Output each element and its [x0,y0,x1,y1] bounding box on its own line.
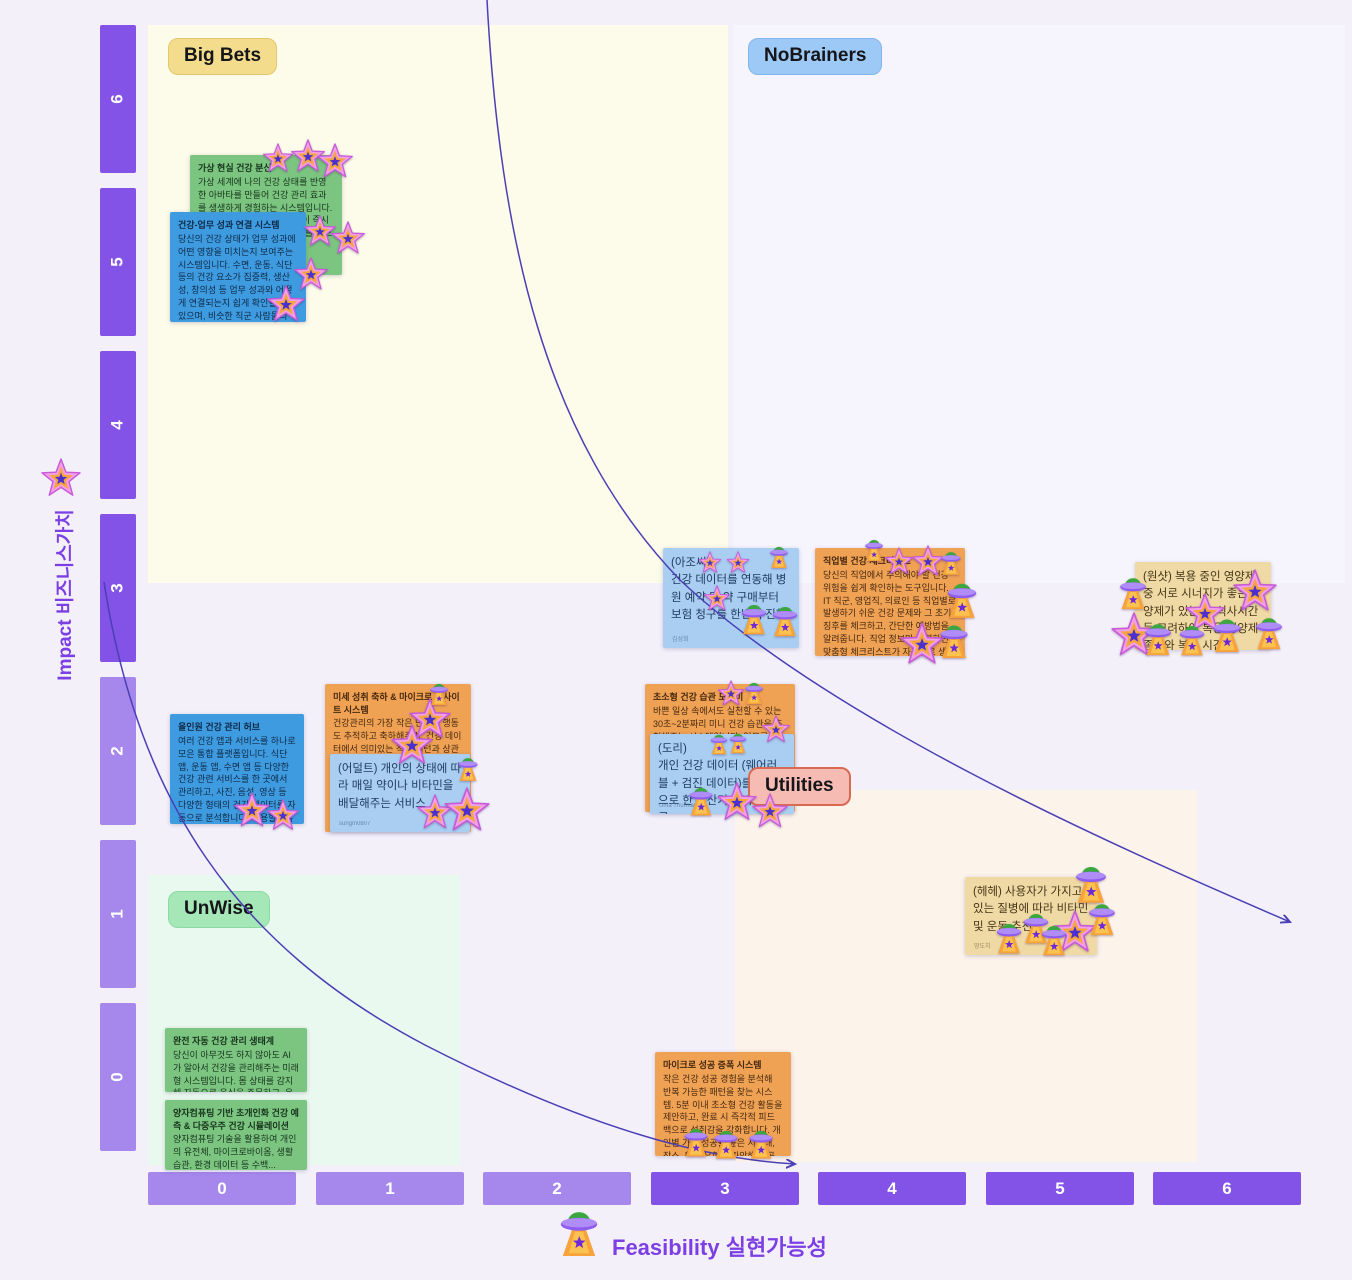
ufo-sticker-icon[interactable] [684,784,718,818]
star-sticker-icon[interactable] [761,715,791,745]
quadrant-label-unwise[interactable]: UnWise [168,891,270,928]
star-sticker-icon[interactable] [751,793,789,831]
ufo-sticker-icon[interactable] [767,603,803,639]
x-axis-tick-1[interactable]: 1 [316,1172,464,1205]
x-tick-label: 3 [720,1178,730,1198]
ufo-sticker-icon[interactable] [766,544,792,570]
ufo-sticker-icon[interactable] [1083,900,1121,938]
ufo-sticker-icon[interactable] [991,920,1027,956]
y-axis-tick-1[interactable]: 1 [100,840,136,988]
quadrant-region-nobrainers [733,25,1345,583]
y-axis-tick-0[interactable]: 0 [100,1003,136,1151]
note-author: sungm0807 [339,821,371,827]
note-title: 양자컴퓨팅 기반 초개인화 건강 예측 & 다중우주 건강 시뮬레이션 [173,1108,299,1131]
note-title: 건강-업무 성과 연결 시스템 [178,220,280,230]
ufo-sticker-icon[interactable] [426,681,452,707]
ufo-sticker-icon[interactable] [1250,614,1288,652]
ufo-sticker-icon[interactable] [1114,574,1152,612]
x-axis-legend: Feasibility 실현가능성 [612,1235,827,1260]
note-author: 땅도치 [974,944,991,950]
star-sticker-icon[interactable] [443,787,491,835]
ufo-sticker-icon[interactable] [726,731,750,755]
x-axis-tick-5[interactable]: 5 [986,1172,1134,1205]
y-axis-legend: Impact 비즈니스가치 [55,509,76,681]
ufo-sticker-icon[interactable] [454,755,482,783]
star-sticker-icon[interactable] [266,285,306,325]
ufo-sticker-icon[interactable] [1036,922,1072,958]
ufo-sticker-icon[interactable] [937,549,965,577]
x-tick-label: 1 [385,1178,395,1198]
ufo-sticker-icon[interactable] [1174,622,1210,658]
y-tick-label: 6 [108,94,127,104]
y-axis-tick-2[interactable]: 2 [100,677,136,825]
y-axis-tick-6[interactable]: 6 [100,25,136,173]
star-sticker-icon[interactable] [390,724,434,768]
ufo-sticker-icon[interactable] [709,1127,743,1161]
x-tick-label: 4 [887,1178,897,1198]
star-sticker-icon[interactable] [726,551,750,575]
y-axis-tick-5[interactable]: 5 [100,188,136,336]
x-tick-label: 6 [1222,1178,1232,1198]
star-sticker-icon[interactable] [884,547,914,577]
note-body: 당신의 건강 상태가 업무 성과에 어떤 영향을 미치는지 보여주는 시스템입니… [178,233,296,322]
star-sticker-icon[interactable] [703,585,731,613]
ufo-sticker-icon[interactable] [1139,620,1177,658]
star-sticker-icon[interactable] [266,799,300,833]
y-tick-label: 5 [108,257,127,267]
note-author: 김성희 [672,637,689,643]
y-tick-label: 4 [108,420,127,430]
x-tick-label: 5 [1055,1178,1065,1198]
x-tick-label: 2 [552,1178,562,1198]
ufo-sticker-icon[interactable] [861,537,887,563]
note-title: 완전 자동 건강 관리 생태계 [173,1036,275,1046]
x-axis-tick-6[interactable]: 6 [1153,1172,1301,1205]
note-title: 가상 현실 건강 분신 [198,163,272,173]
quadrant-region-utilities [735,790,1197,1162]
ufo-sticker-icon[interactable] [741,680,767,706]
y-tick-label: 1 [108,909,127,919]
x-tick-label: 0 [217,1178,227,1198]
y-tick-label: 2 [108,746,127,756]
ufo-sticker-icon[interactable] [1207,615,1247,655]
feasibility-ufo-icon [552,1206,606,1260]
note-title: 마이크로 성공 증폭 시스템 [663,1060,762,1070]
note-body: 당신이 아무것도 하지 않아도 AI가 알아서 건강을 관리해주는 미래형 시스… [173,1049,299,1092]
quadrant-label-nobrainers[interactable]: NoBrainers [748,38,883,75]
star-sticker-icon[interactable] [316,143,354,181]
star-sticker-icon[interactable] [330,221,366,257]
y-axis-tick-3[interactable]: 3 [100,514,136,662]
note-body: 양자컴퓨팅 기술을 활용하여 개인의 유전체, 마이크로바이옴, 생활습관, 환… [173,1134,297,1170]
star-sticker-icon[interactable] [1232,569,1278,615]
star-sticker-icon[interactable] [698,551,722,575]
impact-star-icon [40,458,82,500]
y-tick-label: 3 [108,583,127,593]
ufo-sticker-icon[interactable] [744,1127,778,1161]
ufo-sticker-icon[interactable] [941,579,983,621]
ufo-sticker-icon[interactable] [679,1125,713,1159]
x-axis-tick-2[interactable]: 2 [483,1172,631,1205]
note-title: 올인원 건강 관리 허브 [178,722,261,732]
x-axis-tick-3[interactable]: 3 [651,1172,799,1205]
x-axis-tick-4[interactable]: 4 [818,1172,966,1205]
ufo-sticker-icon[interactable] [934,621,974,661]
quadrant-label-big-bets[interactable]: Big Bets [168,38,278,75]
y-tick-label: 0 [108,1072,127,1082]
y-axis-tick-4[interactable]: 4 [100,351,136,499]
x-axis-tick-0[interactable]: 0 [148,1172,296,1205]
